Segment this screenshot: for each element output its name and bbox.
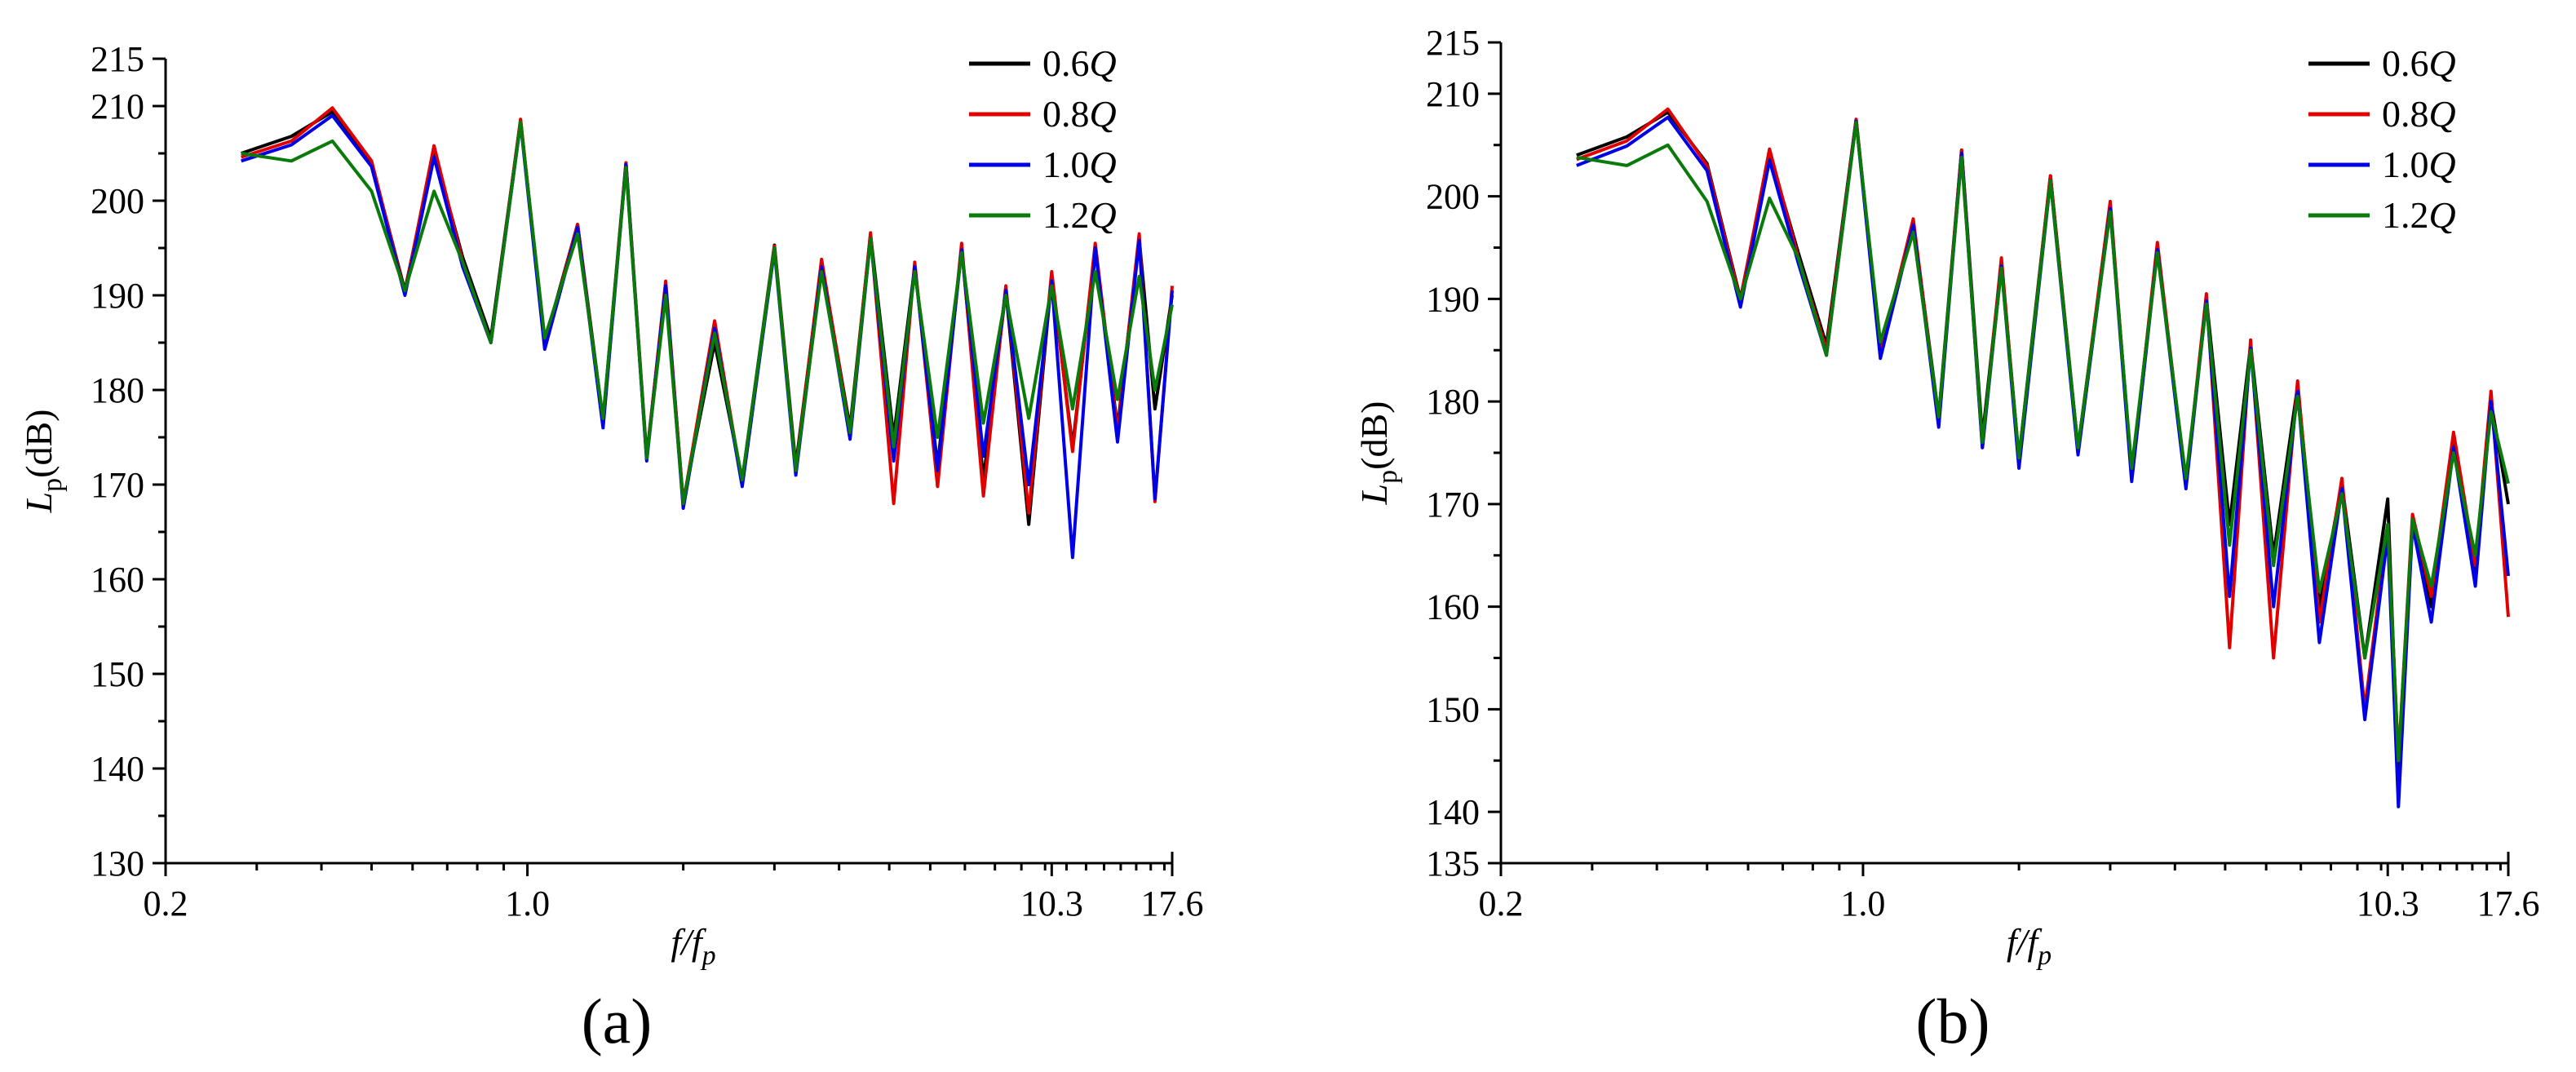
y-tick-label: 160 xyxy=(1426,587,1480,627)
legend-label: 0.6Q xyxy=(1042,42,1117,84)
y-tick-label: 215 xyxy=(91,39,144,79)
y-tick-label: 140 xyxy=(1426,792,1480,832)
y-tick-label: 150 xyxy=(1426,689,1480,729)
y-axis-title: Lp(dB) xyxy=(18,410,68,514)
x-tick-label: 1.0 xyxy=(505,884,550,924)
y-tick-label: 200 xyxy=(91,181,144,221)
y-tick-label: 190 xyxy=(1426,279,1480,319)
y-tick-label: 215 xyxy=(1426,23,1480,63)
x-tick-label: 17.6 xyxy=(2477,884,2540,924)
panel-label-a: (a) xyxy=(582,986,653,1056)
y-tick-label: 150 xyxy=(91,654,144,694)
x-tick-label: 0.2 xyxy=(1479,884,1524,924)
y-tick-label: 135 xyxy=(1426,844,1480,884)
legend-label: 0.8Q xyxy=(2382,93,2456,135)
x-tick-label: 17.6 xyxy=(1141,884,1204,924)
x-axis-title: f/fp xyxy=(671,921,715,971)
y-tick-label: 170 xyxy=(91,465,144,505)
legend-label: 0.6Q xyxy=(2382,42,2456,84)
legend-label: 1.2Q xyxy=(1042,194,1117,236)
x-tick-label: 10.3 xyxy=(2357,884,2419,924)
x-axis-title: f/fp xyxy=(2007,921,2052,971)
y-axis-title: Lp(dB) xyxy=(1353,401,1403,506)
y-tick-label: 200 xyxy=(1426,177,1480,217)
x-tick-label: 0.2 xyxy=(144,884,188,924)
chart-panel-a: 130 140 150 160 170 180 190 200 210 215 0.2 1.0 10.3… xyxy=(18,39,1204,971)
y-tick-label: 170 xyxy=(1426,485,1480,525)
y-tick-label: 210 xyxy=(1426,74,1480,114)
legend-label: 1.0Q xyxy=(2382,144,2456,185)
chart-panel-b: 135 140 150 160 170 180 190 200 210 215 0.2 1.0 10.3… xyxy=(1353,23,2540,971)
series-line-1-0Q xyxy=(1576,115,2510,808)
y-tick-label: 180 xyxy=(91,370,144,410)
legend-label: 0.8Q xyxy=(1042,93,1117,135)
series-line-1-2Q xyxy=(1576,121,2510,763)
series-line-1-2Q xyxy=(241,120,1174,506)
y-tick-label: 210 xyxy=(91,86,144,126)
legend-label: 1.0Q xyxy=(1042,144,1117,185)
panel-label-b: (b) xyxy=(1916,986,1990,1056)
y-tick-label: 190 xyxy=(91,276,144,316)
legend-label: 1.2Q xyxy=(2382,194,2456,236)
y-tick-label: 130 xyxy=(91,844,144,884)
y-tick-label: 180 xyxy=(1426,382,1480,422)
x-tick-label: 10.3 xyxy=(1020,884,1083,924)
y-tick-label: 140 xyxy=(91,749,144,789)
y-tick-label: 160 xyxy=(91,560,144,600)
x-tick-label: 1.0 xyxy=(1840,884,1885,924)
